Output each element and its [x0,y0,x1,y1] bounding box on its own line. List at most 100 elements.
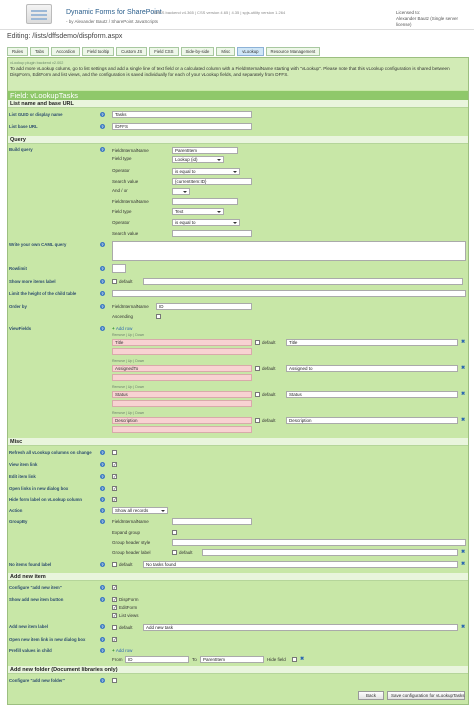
viewfield-controls[interactable]: Remove | Up | Down [112,411,145,415]
show-add-editform-checkbox[interactable]: ✓ [112,605,117,610]
help-icon[interactable]: ? [100,462,105,467]
viewfield-default-checkbox[interactable] [255,418,260,423]
remove-icon[interactable]: ✖ [300,656,305,662]
remove-icon[interactable]: ✖ [461,417,466,423]
viewfield-field[interactable]: Status [115,392,128,397]
help-icon[interactable]: ? [100,637,105,642]
viewfield-label-input[interactable]: Assigned to [286,365,458,372]
viewfields-add-row-link[interactable]: Add row [112,326,133,331]
help-icon[interactable]: ? [100,291,105,296]
tab-rules[interactable]: Rules [7,47,28,56]
query-field-type-select[interactable]: Lookup (id) [172,156,224,163]
help-icon[interactable]: ? [100,304,105,309]
limit-height-input[interactable] [112,290,466,297]
help-icon[interactable]: ? [100,585,105,590]
open-new-dialog-checkbox[interactable]: ✓ [112,637,117,642]
no-items-default-checkbox[interactable] [112,562,117,567]
tab-side-by-side[interactable]: Side-by-side [180,47,215,56]
help-icon[interactable]: ? [100,279,105,284]
add-item-default-checkbox[interactable] [112,625,117,630]
show-more-input[interactable] [143,278,463,285]
configure-add-item-checkbox[interactable]: ✓ [112,585,117,590]
help-icon[interactable]: ? [100,508,105,513]
prefill-from-input[interactable]: ID [125,656,189,663]
help-icon[interactable]: ? [100,648,105,653]
help-icon[interactable]: ? [100,326,105,331]
prefill-to-input[interactable]: ParentItem [200,656,264,663]
help-icon[interactable]: ? [100,266,105,271]
viewfield-field[interactable]: AssignedTo [115,366,139,371]
tab-field-css[interactable]: Field CSS [149,47,179,56]
rowlimit-input[interactable] [112,264,126,273]
viewfield-controls[interactable]: Remove | Up | Down [112,359,145,363]
help-icon[interactable]: ? [100,450,105,455]
help-icon[interactable]: ? [100,112,105,117]
open-dialog-checkbox[interactable]: ✓ [112,486,117,491]
remove-icon[interactable]: ✖ [461,624,466,630]
edit-item-link-checkbox[interactable]: ✓ [112,474,117,479]
viewfield-field[interactable]: Title [115,340,124,345]
viewfield-default-checkbox[interactable] [255,392,260,397]
tab-tabs[interactable]: Tabs [30,47,50,56]
show-add-listviews-checkbox[interactable]: ✓ [112,613,117,618]
viewfield-field[interactable]: Description [115,418,138,423]
caml-query-textarea[interactable] [112,241,466,261]
remove-icon[interactable]: ✖ [461,561,466,567]
query-operator-select[interactable]: is equal to [172,168,240,175]
prefill-add-row-link[interactable]: Add row [112,648,133,653]
remove-icon[interactable]: ✖ [461,391,466,397]
remove-icon[interactable]: ✖ [461,339,466,345]
action-select[interactable]: Show all records [112,507,168,514]
help-icon[interactable]: ? [100,486,105,491]
query-field-type2-select[interactable]: Text [172,208,224,215]
tab-field-tooltip[interactable]: Field tooltip [82,47,115,56]
help-icon[interactable]: ? [100,242,105,247]
help-icon[interactable]: ? [100,562,105,567]
help-icon[interactable]: ? [100,519,105,524]
back-button[interactable]: Back [358,691,384,700]
viewfield-default-checkbox[interactable] [255,366,260,371]
groupby-header-input[interactable] [202,549,458,556]
configure-add-folder-checkbox[interactable] [112,678,117,683]
tab-custom-js[interactable]: Custom JS [116,47,148,56]
groupby-fin-input[interactable] [172,518,252,525]
remove-icon[interactable]: ✖ [461,549,466,555]
help-icon[interactable]: ? [100,147,105,152]
query-andor-select[interactable] [172,188,190,195]
help-icon[interactable]: ? [100,597,105,602]
help-icon[interactable]: ? [100,474,105,479]
query-fin2-input[interactable] [172,198,238,205]
help-icon[interactable]: ? [100,678,105,683]
list-guid-input[interactable]: Tasks [112,111,252,118]
query-fin-input[interactable]: ParentItem [172,147,238,154]
add-item-input[interactable]: Add new task [143,624,458,631]
order-by-input[interactable]: ID [156,303,252,310]
list-base-url-input[interactable]: /DFFS [112,123,252,130]
viewfield-label-input[interactable]: Description [286,417,458,424]
tab-misc[interactable]: Misc [216,47,236,56]
viewfield-controls[interactable]: Remove | Up | Down [112,385,145,389]
show-more-default-checkbox[interactable] [112,279,117,284]
show-add-dispform-checkbox[interactable]: ✓ [112,597,117,602]
query-search-input[interactable]: {currentItem:ID} [172,178,252,185]
save-configuration-button[interactable]: Save configuration for vLookupTasks [387,691,465,700]
query-search2-input[interactable] [172,230,252,237]
viewfield-label-input[interactable]: Status [286,391,458,398]
groupby-style-input[interactable] [172,539,466,546]
viewfield-controls[interactable]: Remove | Up | Down [112,333,145,337]
no-items-input[interactable]: No tasks found [143,561,458,568]
tab-vlookup[interactable]: vLookup [237,47,264,56]
groupby-header-default-checkbox[interactable] [172,550,177,555]
query-operator2-select[interactable]: is equal to [172,219,240,226]
prefill-hide-checkbox[interactable] [292,657,297,662]
remove-icon[interactable]: ✖ [461,365,466,371]
help-icon[interactable]: ? [100,624,105,629]
help-icon[interactable]: ? [100,497,105,502]
viewfield-default-checkbox[interactable] [255,340,260,345]
groupby-expand-checkbox[interactable] [172,530,177,535]
hide-form-label-checkbox[interactable]: ✓ [112,497,117,502]
viewfield-label-input[interactable]: Title [286,339,458,346]
refresh-all-checkbox[interactable] [112,450,117,455]
help-icon[interactable]: ? [100,124,105,129]
ascending-checkbox[interactable] [156,314,161,319]
